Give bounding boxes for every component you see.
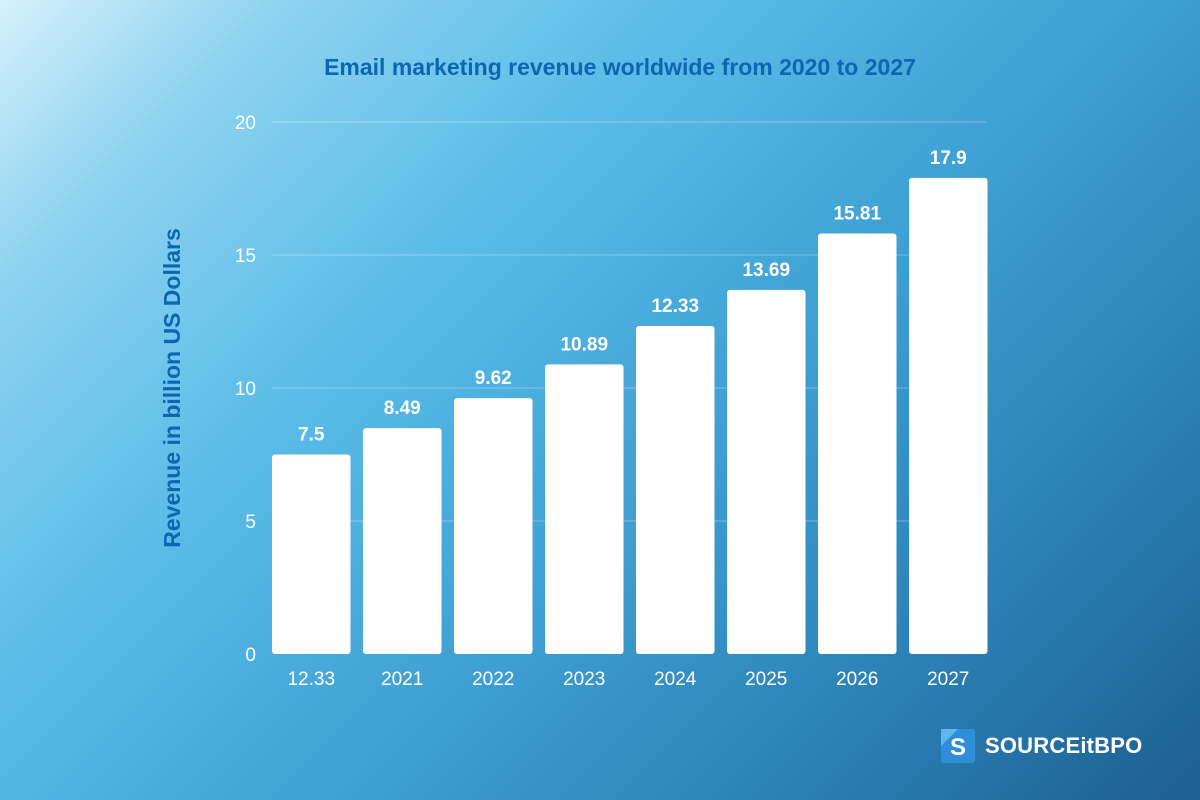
y-tick-label: 20 [235,113,256,134]
data-label: 12.33 [651,296,699,317]
data-labels: 7.5 8.49 9.62 10.89 12.33 13.69 15.81 17.9 [298,148,967,446]
x-tick-label: 2025 [745,669,787,690]
chart-title: Email marketing revenue worldwide from 2… [324,54,916,80]
data-label: 9.62 [475,368,512,389]
bar-12.33 [272,454,351,654]
x-tick-label: 2024 [654,669,697,690]
data-label: 7.5 [298,425,325,446]
bar-2022 [454,398,533,654]
bar-2025 [727,289,806,654]
x-tick-label: 2022 [472,669,514,690]
data-label: 17.9 [930,148,967,169]
y-tick-label: 0 [245,645,256,666]
x-tick-label: 2026 [836,669,878,690]
x-tick-label: 2021 [381,669,423,690]
x-tick-labels: 12.33 2021 2022 2023 2024 2025 2026 2027 [287,669,969,690]
brand-logo: S SOURCEitBPO [941,728,1142,764]
brand-name: SOURCEitBPO [985,733,1143,758]
bar-2027 [909,177,988,655]
bar-2021 [363,428,442,654]
x-tick-label: 12.33 [287,669,335,690]
bars [272,177,988,655]
data-label: 15.81 [833,203,881,224]
y-tick-labels: 0 5 10 15 20 [235,113,256,666]
svg-text:S: S [950,734,966,761]
data-label: 13.69 [742,260,790,281]
data-label: 8.49 [384,398,421,419]
source-it-bpo-logo-icon: S [941,729,975,763]
y-tick-label: 15 [235,246,256,267]
bar-2026 [818,233,897,655]
bar-2023 [545,364,624,654]
y-tick-label: 5 [245,512,256,533]
y-tick-label: 10 [235,379,256,400]
x-tick-label: 2023 [563,669,605,690]
x-tick-label: 2027 [927,669,969,690]
data-label: 10.89 [560,334,608,355]
bar-2024 [636,326,715,654]
y-axis-label: Revenue in billion US Dollars [159,228,185,548]
